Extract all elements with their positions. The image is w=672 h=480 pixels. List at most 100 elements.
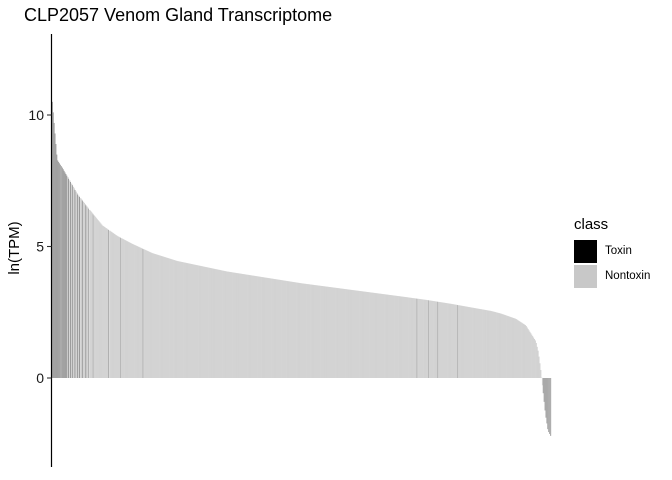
nontoxin-bar xyxy=(427,300,429,378)
toxin-bar xyxy=(55,144,57,378)
nontoxin-bar xyxy=(531,334,533,378)
nontoxin-bar xyxy=(131,243,134,378)
nontoxin-bar xyxy=(236,273,238,378)
nontoxin-bar xyxy=(425,299,428,378)
nontoxin-bar xyxy=(407,297,409,378)
nontoxin-bar xyxy=(271,278,273,378)
nontoxin-bar xyxy=(256,276,258,378)
nontoxin-bar xyxy=(196,265,198,378)
nontoxin-bar xyxy=(464,306,467,378)
nontoxin-bar xyxy=(199,265,202,378)
toxin-bar xyxy=(70,182,71,378)
nontoxin-bar xyxy=(230,272,232,378)
nontoxin-bar xyxy=(497,312,499,378)
nontoxin-bar xyxy=(519,321,521,378)
nontoxin-bar xyxy=(288,281,291,378)
nontoxin-bar xyxy=(521,323,524,378)
nontoxin-bar xyxy=(462,306,465,378)
nontoxin-bar xyxy=(376,293,379,378)
nontoxin-bar xyxy=(252,275,254,378)
nontoxin-bar xyxy=(343,288,345,378)
nontoxin-bar xyxy=(329,287,331,378)
nontoxin-bar xyxy=(364,291,366,378)
nontoxin-bar xyxy=(286,281,289,378)
nontoxin-bar xyxy=(345,289,347,378)
nontoxin-bar xyxy=(242,274,244,378)
nontoxin-bar xyxy=(293,282,295,378)
nontoxin-bar xyxy=(421,299,423,378)
nontoxin-bar xyxy=(185,262,187,378)
nontoxin-bar xyxy=(508,316,510,378)
nontoxin-bar xyxy=(155,254,157,378)
nontoxin-bar xyxy=(227,271,229,378)
nontoxin-bar xyxy=(452,304,454,378)
nontoxin-bar xyxy=(327,286,330,378)
nontoxin-bar xyxy=(183,262,185,378)
nontoxin-bar xyxy=(220,270,223,378)
nontoxin-bar xyxy=(262,277,264,378)
y-tick-label: 5 xyxy=(36,239,44,255)
toxin-bar xyxy=(71,185,73,378)
nontoxin-bar xyxy=(165,257,167,378)
nontoxin-bar xyxy=(377,293,379,378)
nontoxin-bar xyxy=(175,260,177,378)
nontoxin-bar xyxy=(340,288,342,378)
nontoxin-bar xyxy=(456,304,458,378)
nontoxin-bar xyxy=(472,307,475,378)
nontoxin-bar xyxy=(443,302,446,378)
nontoxin-bar xyxy=(455,304,457,378)
nontoxin-bar xyxy=(545,378,547,418)
nontoxin-bar xyxy=(415,298,418,378)
nontoxin-bar xyxy=(433,301,436,378)
nontoxin-bar xyxy=(402,296,404,378)
nontoxin-bar xyxy=(100,223,102,378)
nontoxin-bar xyxy=(152,253,154,378)
nontoxin-bar xyxy=(78,195,80,378)
nontoxin-bar xyxy=(171,259,174,378)
nontoxin-bar xyxy=(533,338,536,378)
nontoxin-bar xyxy=(400,296,402,378)
nontoxin-bar xyxy=(67,177,69,378)
nontoxin-bar xyxy=(260,276,262,378)
nontoxin-bar xyxy=(109,230,111,378)
nontoxin-bar xyxy=(182,262,184,378)
legend: class Toxin Nontoxin xyxy=(574,216,650,289)
nontoxin-bar xyxy=(80,198,82,378)
toxin-bar xyxy=(63,170,65,378)
nontoxin-bar xyxy=(308,284,311,378)
nontoxin-bar xyxy=(423,299,425,378)
nontoxin-bar xyxy=(168,258,170,378)
chart-title: CLP2057 Venom Gland Transcriptome xyxy=(24,5,333,25)
nontoxin-bar xyxy=(211,268,213,378)
nontoxin-bar xyxy=(96,218,98,378)
nontoxin-bar xyxy=(461,305,463,378)
nontoxin-bar xyxy=(411,297,413,378)
toxin-bar xyxy=(62,169,64,378)
nontoxin-bar xyxy=(383,294,385,378)
nontoxin-bar xyxy=(384,294,386,378)
nontoxin-bar xyxy=(350,289,352,378)
nontoxin-bar xyxy=(413,298,415,378)
nontoxin-bar xyxy=(71,183,73,378)
nontoxin-bar xyxy=(178,261,180,378)
nontoxin-bar xyxy=(537,350,539,378)
nontoxin-bar xyxy=(488,310,490,378)
nontoxin-bar xyxy=(481,309,483,378)
nontoxin-bar xyxy=(429,300,431,378)
nontoxin-bar xyxy=(534,340,536,378)
nontoxin-bar xyxy=(546,378,548,424)
nontoxin-bar xyxy=(540,369,542,378)
nontoxin-bar xyxy=(324,286,326,378)
nontoxin-bar xyxy=(521,322,523,378)
toxin-bar xyxy=(74,189,76,378)
nontoxin-bar xyxy=(290,281,292,378)
nontoxin-bar xyxy=(345,289,348,378)
nontoxin-bar xyxy=(525,326,527,378)
nontoxin-bar xyxy=(133,244,135,378)
nontoxin-bar xyxy=(91,212,93,378)
nontoxin-bar xyxy=(467,306,469,378)
nontoxin-bar xyxy=(149,251,151,378)
nontoxin-bar xyxy=(332,287,334,378)
nontoxin-bar xyxy=(330,287,332,378)
